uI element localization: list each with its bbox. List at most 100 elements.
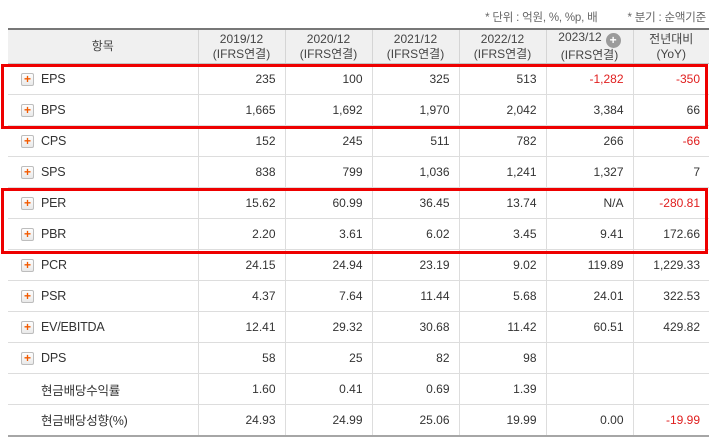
expand-plus-icon[interactable]: + — [21, 103, 34, 117]
column-header-title: 2021/12 — [393, 31, 438, 46]
cell-per-y2020: 60.99 — [284, 187, 372, 219]
column-header-subtitle: (IFRS연결) — [299, 46, 358, 61]
cell-ev-ebitda-y2019: 12.41 — [197, 311, 285, 343]
table-row-eps: + EPS 235 100 325 513 -1,282 -350 — [8, 63, 709, 95]
cell-현금배당수익률-y2020: 0.41 — [284, 373, 372, 405]
column-header-yoy: 전년대비 (YoY) — [632, 28, 709, 64]
row-label: DPS — [41, 351, 67, 365]
row-label-cell: + EV/EBITDA — [8, 311, 198, 343]
cell-pcr-y2020: 24.94 — [284, 249, 372, 281]
column-header-subtitle: (IFRS연결) — [386, 46, 445, 61]
row-label-cell: 현금배당수익률 — [8, 373, 198, 405]
cell-psr-y2022: 5.68 — [458, 280, 546, 312]
cell-sps-y2023: 1,327 — [545, 156, 633, 188]
table-header: 항목 2019/12 (IFRS연결) 2020/12 (IFRS연결) 2021/12(… — [8, 28, 709, 64]
expand-plus-icon[interactable]: + — [21, 289, 34, 303]
cell-per-yoy: -280.81 — [632, 187, 709, 219]
cell-현금배당수익률-y2022: 1.39 — [458, 373, 546, 405]
financial-ratio-table: 항목 2019/12 (IFRS연결) 2020/12 (IFRS연결) 2021/12(… — [8, 28, 709, 437]
cell-cps-y2020: 245 — [284, 125, 372, 157]
table-row-pcr: + PCR 24.15 24.94 23.19 9.02 119.89 1,229.33 — [8, 249, 709, 281]
cell-ev-ebitda-y2021: 30.68 — [371, 311, 459, 343]
cell-cps-y2023: 266 — [545, 125, 633, 157]
column-header-title: 2020/12 — [306, 31, 351, 46]
expand-plus-icon[interactable]: + — [21, 72, 34, 86]
row-label-cell: + EPS — [8, 63, 198, 95]
table-row-dps: + DPS 58 25 82 98 — [8, 342, 709, 374]
cell-pbr-yoy: 172.66 — [632, 218, 709, 250]
expand-plus-icon[interactable]: + — [21, 227, 34, 241]
cell-bps-y2023: 3,384 — [545, 94, 633, 126]
table-row-per: + PER 15.62 60.99 36.45 13.74 N/A -280.81 — [8, 187, 709, 219]
expand-plus-icon[interactable]: + — [21, 134, 34, 148]
column-header-title: 항목 — [91, 39, 114, 53]
cell-pcr-yoy: 1,229.33 — [632, 249, 709, 281]
cell-bps-y2019: 1,665 — [197, 94, 285, 126]
column-header-label: 항목 — [8, 28, 198, 64]
cell-cps-y2022: 782 — [458, 125, 546, 157]
add-column-plus-icon[interactable]: + — [605, 33, 621, 48]
cell-per-y2021: 36.45 — [371, 187, 459, 219]
column-header-y2019: 2019/12 (IFRS연결) — [197, 28, 285, 64]
table-notes: * 단위 : 억원, %, %p, 배 * 분기 : 순액기준 — [485, 9, 706, 25]
cell-psr-y2023: 24.01 — [545, 280, 633, 312]
expand-plus-icon[interactable]: + — [21, 351, 34, 365]
cell-sps-yoy: 7 — [632, 156, 709, 188]
table-header-row: 항목 2019/12 (IFRS연결) 2020/12 (IFRS연결) 2021/12(… — [8, 28, 709, 64]
row-label: PBR — [41, 227, 67, 241]
cell-현금배당수익률-y2023 — [545, 373, 633, 405]
column-header-subtitle: (IFRS연결) — [212, 46, 271, 61]
cell-현금배당수익률-y2021: 0.69 — [371, 373, 459, 405]
column-header-title: 전년대비 — [649, 31, 694, 46]
cell-psr-y2021: 11.44 — [371, 280, 459, 312]
cell-psr-y2019: 4.37 — [197, 280, 285, 312]
cell-dps-y2019: 58 — [197, 342, 285, 374]
cell-per-y2023: N/A — [545, 187, 633, 219]
cell-bps-y2022: 2,042 — [458, 94, 546, 126]
column-header-y2023: 2023/12 + (IFRS연결) — [545, 28, 633, 64]
row-label: EPS — [41, 72, 66, 86]
cell-ev-ebitda-yoy: 429.82 — [632, 311, 709, 343]
cell-pbr-y2022: 3.45 — [458, 218, 546, 250]
cell-psr-y2020: 7.64 — [284, 280, 372, 312]
row-label-cell: + CPS — [8, 125, 198, 157]
cell-현금배당성향-y2023: 0.00 — [545, 404, 633, 437]
row-label: CPS — [41, 134, 67, 148]
row-label-cell: + SPS — [8, 156, 198, 188]
cell-ev-ebitda-y2022: 11.42 — [458, 311, 546, 343]
table-row-현금배당수익률: 현금배당수익률 1.60 0.41 0.69 1.39 — [8, 373, 709, 405]
row-label: 현금배당성향(%) — [41, 414, 128, 429]
cell-현금배당성향-y2019: 24.93 — [197, 404, 285, 437]
cell-bps-y2021: 1,970 — [371, 94, 459, 126]
table-row-psr: + PSR 4.37 7.64 11.44 5.68 24.01 322.53 — [8, 280, 709, 312]
expand-plus-icon[interactable]: + — [21, 258, 34, 272]
cell-per-y2022: 13.74 — [458, 187, 546, 219]
cell-ev-ebitda-y2020: 29.32 — [284, 311, 372, 343]
cell-현금배당성향-yoy: -19.99 — [632, 404, 709, 437]
cell-eps-y2022: 513 — [458, 63, 546, 95]
column-header-subtitle: (IFRS연결) — [560, 48, 619, 62]
row-label: PER — [41, 196, 67, 210]
cell-pcr-y2021: 23.19 — [371, 249, 459, 281]
cell-dps-y2023 — [545, 342, 633, 374]
expand-plus-icon[interactable]: + — [21, 165, 34, 179]
cell-dps-y2022: 98 — [458, 342, 546, 374]
table-row-bps: + BPS 1,665 1,692 1,970 2,042 3,384 66 — [8, 94, 709, 126]
expand-plus-icon[interactable]: + — [21, 320, 34, 334]
cell-현금배당성향-y2020: 24.99 — [284, 404, 372, 437]
row-label-cell: + PCR — [8, 249, 198, 281]
cell-dps-y2021: 82 — [371, 342, 459, 374]
cell-psr-yoy: 322.53 — [632, 280, 709, 312]
cell-pbr-y2023: 9.41 — [545, 218, 633, 250]
cell-sps-y2022: 1,241 — [458, 156, 546, 188]
cell-dps-yoy — [632, 342, 709, 374]
cell-sps-y2021: 1,036 — [371, 156, 459, 188]
expand-plus-icon[interactable]: + — [21, 196, 34, 210]
cell-현금배당수익률-y2019: 1.60 — [197, 373, 285, 405]
row-label-cell: + PSR — [8, 280, 198, 312]
cell-pcr-y2022: 9.02 — [458, 249, 546, 281]
column-header-title: 2019/12 — [219, 31, 264, 46]
column-header-subtitle: (IFRS연결) — [473, 46, 532, 61]
cell-현금배당수익률-yoy — [632, 373, 709, 405]
